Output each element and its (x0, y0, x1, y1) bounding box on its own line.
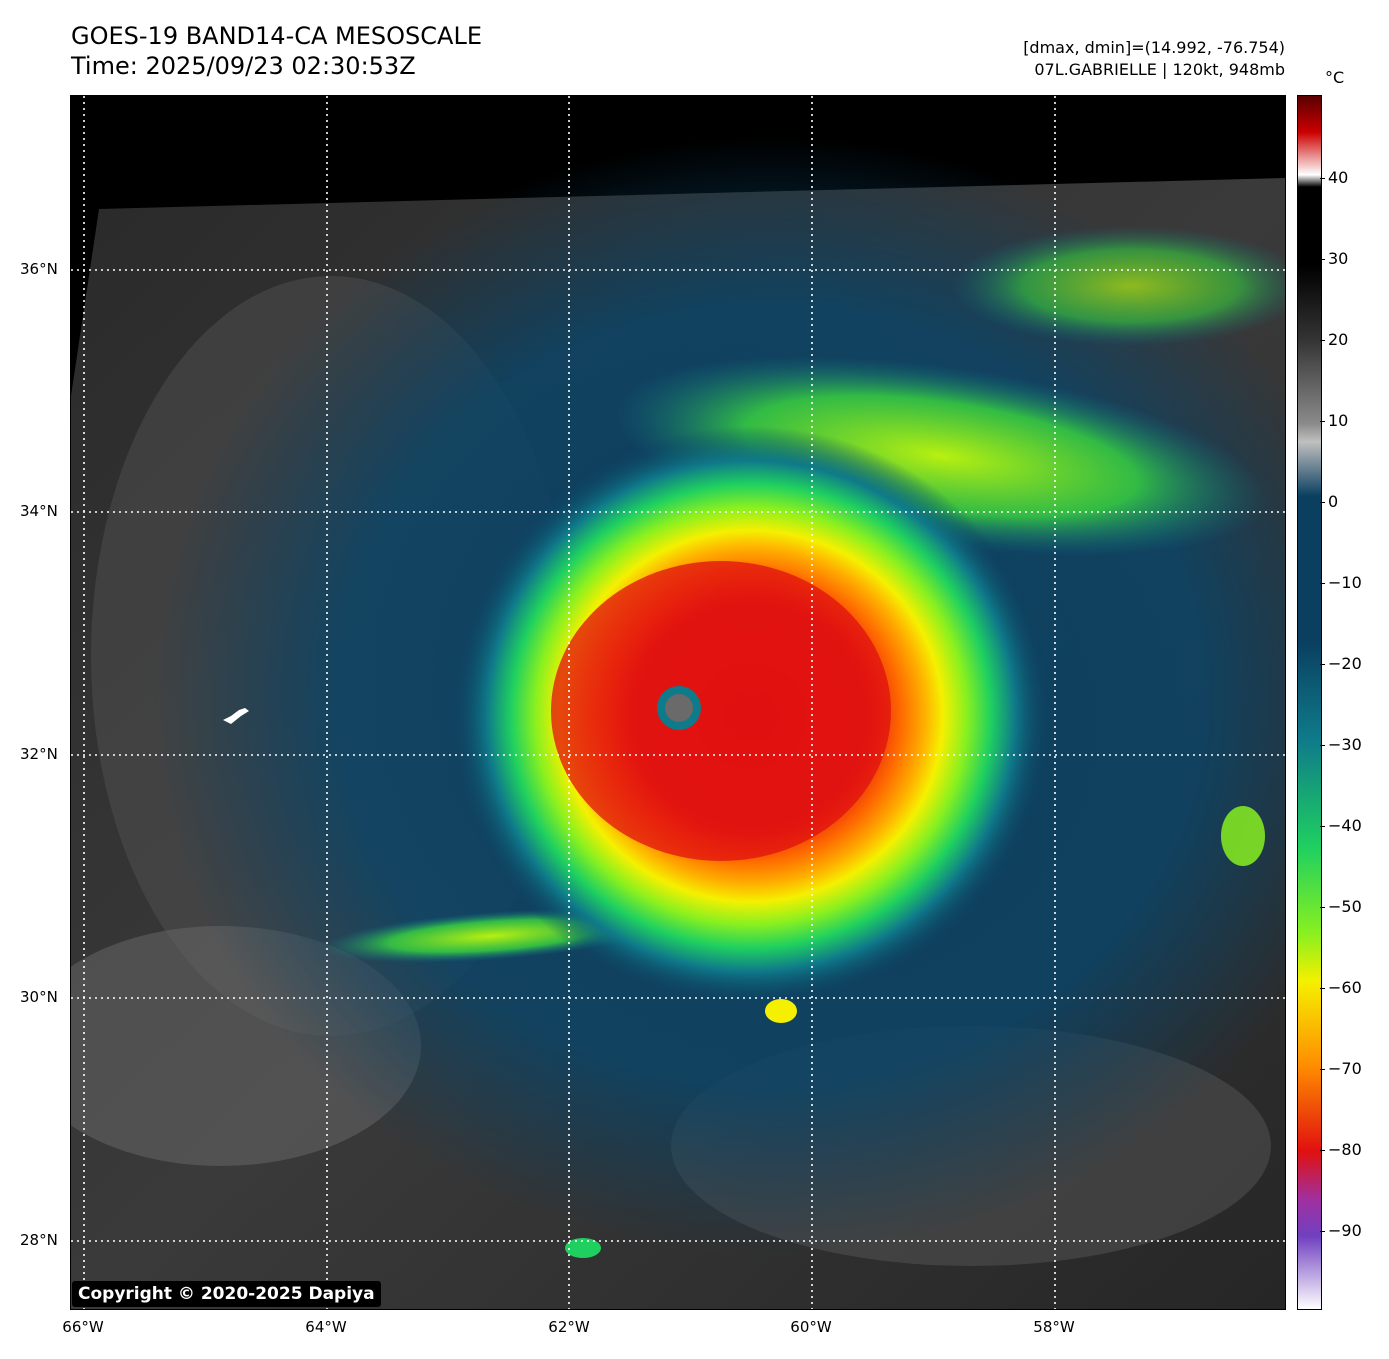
map-time: Time: 2025/09/23 02:30:53Z (71, 52, 416, 80)
bermuda-island (223, 708, 249, 724)
colorbar-tick-label: −30 (1328, 735, 1362, 754)
lat-label-36n: 36°N (20, 260, 58, 278)
lat-label-30n: 30°N (20, 988, 58, 1006)
colorbar-tick (1320, 421, 1325, 422)
colorbar-tick (1320, 907, 1325, 908)
colorbar-tick-label: −20 (1328, 654, 1362, 673)
lon-label-58w: 58°W (1033, 1318, 1075, 1336)
colorbar-tick (1320, 664, 1325, 665)
graticule (71, 96, 1285, 1309)
storm-info: 07L.GABRIELLE | 120kt, 948mb (1034, 60, 1285, 79)
colorbar-tick (1320, 1231, 1325, 1232)
colorbar-tick-label: 20 (1328, 330, 1349, 349)
satellite-map (70, 95, 1286, 1310)
colorbar-tick-label: 0 (1328, 492, 1339, 511)
map-title: GOES-19 BAND14-CA MESOSCALE (71, 22, 482, 50)
lat-label-34n: 34°N (20, 502, 58, 520)
colorbar-tick (1320, 502, 1325, 503)
colorbar-tick (1320, 988, 1325, 989)
colorbar-tick-label: −70 (1328, 1059, 1362, 1078)
colorbar-tick (1320, 178, 1325, 179)
lat-label-28n: 28°N (20, 1231, 58, 1249)
dmax-dmin-info: [dmax, dmin]=(14.992, -76.754) (1023, 38, 1285, 57)
colorbar-tick-label: −10 (1328, 573, 1362, 592)
hurricane-eye (665, 694, 693, 722)
lat-label-32n: 32°N (20, 745, 58, 763)
colorbar-tick (1320, 826, 1325, 827)
colorbar-tick (1320, 583, 1325, 584)
colorbar-tick-label: 40 (1328, 168, 1349, 187)
colorbar-tick-label: 30 (1328, 249, 1349, 268)
temperature-colorbar (1297, 95, 1322, 1310)
lon-label-62w: 62°W (548, 1318, 590, 1336)
colorbar-tick (1320, 1150, 1325, 1151)
colorbar-tick-label: −60 (1328, 978, 1362, 997)
colorbar-tick (1320, 745, 1325, 746)
colorbar-unit: °C (1325, 68, 1345, 87)
lon-label-64w: 64°W (305, 1318, 347, 1336)
colorbar-tick-label: −80 (1328, 1140, 1362, 1159)
colorbar-tick (1320, 340, 1325, 341)
lon-label-60w: 60°W (790, 1318, 832, 1336)
copyright-notice: Copyright © 2020-2025 Dapiya (72, 1281, 381, 1307)
lon-label-66w: 66°W (62, 1318, 104, 1336)
colorbar-tick-label: 10 (1328, 411, 1349, 430)
colorbar-tick-label: −90 (1328, 1221, 1362, 1240)
colorbar-tick (1320, 259, 1325, 260)
satellite-imagery (71, 96, 1285, 1309)
colorbar-tick (1320, 1069, 1325, 1070)
colorbar-tick-label: −50 (1328, 897, 1362, 916)
colorbar-tick-label: −40 (1328, 816, 1362, 835)
